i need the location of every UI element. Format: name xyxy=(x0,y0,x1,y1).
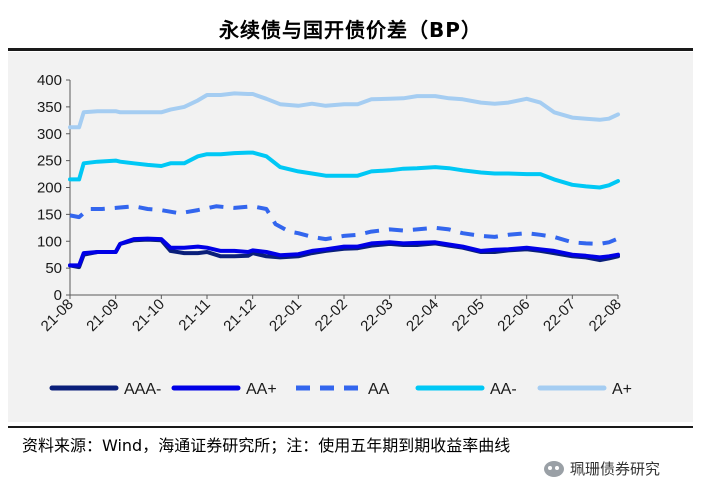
x-tick-label: 22-07 xyxy=(540,296,579,335)
legend-label: A+ xyxy=(612,381,632,398)
y-tick-label: 50 xyxy=(45,260,62,277)
x-tick-label: 21-09 xyxy=(83,296,122,335)
y-tick-label: 400 xyxy=(37,72,62,89)
y-tick-label: 0 xyxy=(54,287,62,304)
x-tick-label: 22-03 xyxy=(357,296,396,335)
series-line-AA xyxy=(69,204,619,246)
footer-rule xyxy=(8,426,693,428)
x-tick-label: 22-01 xyxy=(266,296,305,335)
title-band: 永续债与国开债价差（BP） xyxy=(8,8,693,51)
x-tick-label: 22-08 xyxy=(586,296,625,335)
x-tick-label: 22-05 xyxy=(449,296,488,335)
y-tick-label: 250 xyxy=(37,153,62,170)
x-tick-label: 22-04 xyxy=(403,296,442,335)
y-tick-label: 150 xyxy=(37,206,62,223)
wechat-icon xyxy=(544,460,564,477)
series-line-AAAminus xyxy=(68,237,620,270)
y-tick-label: 350 xyxy=(37,99,62,116)
x-tick-label: 21-12 xyxy=(220,296,259,335)
watermark-text: 珮珊债券研究 xyxy=(570,460,661,478)
series-line-AAminus xyxy=(68,150,620,190)
series-line-Aplus xyxy=(68,91,620,130)
x-tick-label: 22-06 xyxy=(494,296,533,335)
chart-title: 永续债与国开债价差（BP） xyxy=(219,18,482,42)
x-tick-label: 21-10 xyxy=(129,296,168,335)
series-line-AAplus xyxy=(68,236,620,268)
y-tick-label: 300 xyxy=(37,126,62,143)
legend-label: AAA- xyxy=(124,381,161,398)
y-tick-label: 100 xyxy=(37,233,62,250)
y-tick-label: 200 xyxy=(37,180,62,197)
legend-label: AA xyxy=(368,381,390,398)
legend-label: AA- xyxy=(490,381,517,398)
source-note: 资料来源：Wind，海通证券研究所；注：使用五年期到期收益率曲线 xyxy=(22,436,511,455)
x-tick-label: 22-02 xyxy=(312,296,351,335)
x-tick-label: 21-11 xyxy=(175,296,213,334)
legend-label: AA+ xyxy=(246,381,277,398)
watermark: 珮珊债券研究 xyxy=(544,458,660,479)
